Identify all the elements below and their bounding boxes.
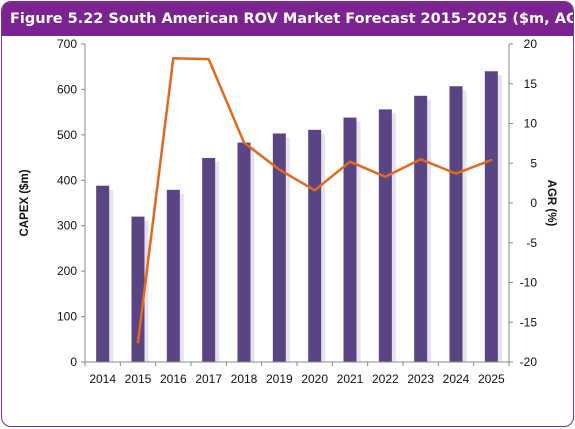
- left-axis-title: CAPEX ($m): [19, 169, 31, 236]
- right-axis-title: AGR (%): [545, 180, 557, 227]
- x-tick-label: 2023: [407, 372, 434, 386]
- bar: [166, 189, 180, 362]
- x-tick-label: 2024: [443, 372, 470, 386]
- bar: [414, 95, 428, 362]
- bar: [308, 129, 322, 362]
- right-tick-label: 10: [524, 117, 538, 131]
- x-tick-label: 2018: [231, 372, 258, 386]
- left-tick-label: 500: [57, 128, 77, 142]
- bar: [96, 185, 110, 362]
- left-tick-label: 200: [57, 264, 77, 278]
- bar: [237, 142, 251, 362]
- left-tick-label: 0: [70, 355, 77, 369]
- bar: [484, 71, 498, 362]
- bar: [272, 133, 286, 362]
- x-tick-label: 2017: [195, 372, 222, 386]
- right-tick-label: 15: [524, 77, 538, 91]
- bar: [449, 86, 463, 363]
- x-tick-label: 2019: [266, 372, 293, 386]
- right-tick-label: -5: [526, 236, 537, 250]
- right-tick-label: 5: [530, 156, 537, 170]
- x-tick-label: 2025: [478, 372, 505, 386]
- x-tick-label: 2020: [301, 372, 328, 386]
- x-tick-label: 2022: [372, 372, 399, 386]
- left-tick-label: 700: [57, 37, 77, 51]
- x-tick-label: 2021: [337, 372, 364, 386]
- bar: [202, 158, 216, 362]
- agr-line: [136, 57, 493, 344]
- left-tick-label: 600: [57, 82, 77, 96]
- left-tick-label: 100: [57, 310, 77, 324]
- chart-title: Figure 5.22 South American ROV Market Fo…: [2, 2, 573, 36]
- right-tick-label: 20: [524, 37, 538, 51]
- left-tick-label: 300: [57, 219, 77, 233]
- right-tick-label: -15: [520, 315, 538, 329]
- right-tick-label: 0: [530, 196, 537, 210]
- bar: [343, 117, 357, 362]
- x-tick-label: 2015: [125, 372, 152, 386]
- right-tick-label: -20: [520, 355, 538, 369]
- right-tick-label: -10: [520, 276, 538, 290]
- bar: [378, 109, 392, 362]
- x-tick-label: 2016: [160, 372, 187, 386]
- left-tick-label: 400: [57, 173, 77, 187]
- x-tick-label: 2014: [89, 372, 116, 386]
